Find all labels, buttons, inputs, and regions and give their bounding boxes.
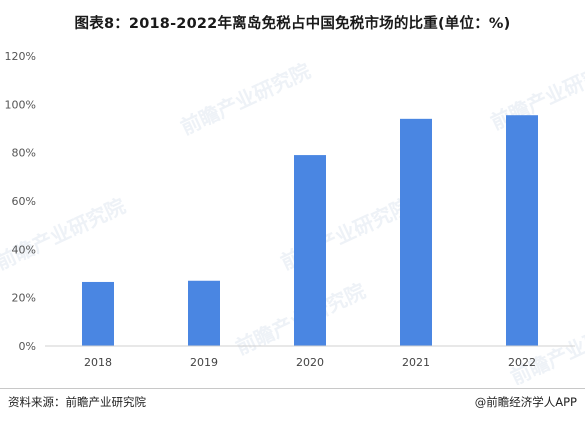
x-axis: 2018 2019 2020 2021 2022 <box>84 356 536 369</box>
y-tick-label: 0% <box>19 340 36 353</box>
y-tick-label: 100% <box>5 98 36 111</box>
bar-chart: 前瞻产业研究院 前瞻产业研究院 前瞻产业研究院 前瞻产业研究院 前瞻产业研究院 … <box>0 50 585 385</box>
y-tick-label: 60% <box>12 195 36 208</box>
y-axis: 0% 20% 40% 60% 80% 100% 120% <box>5 50 36 353</box>
x-tick-label: 2022 <box>508 356 536 369</box>
footer: 资料来源：前瞻产业研究院 @前瞻经济学人APP <box>0 388 585 409</box>
chart-title: 图表8：2018-2022年离岛免税占中国免税市场的比重(单位：%) <box>74 16 511 32</box>
x-tick-label: 2020 <box>296 356 324 369</box>
bar-2018 <box>82 281 114 346</box>
y-tick-label: 40% <box>12 243 36 256</box>
y-tick-label: 120% <box>5 50 36 63</box>
x-tick-label: 2018 <box>84 356 112 369</box>
x-tick-label: 2019 <box>190 356 218 369</box>
bar-2019 <box>188 280 220 346</box>
bar-2020 <box>294 155 326 346</box>
source-note: 资料来源：前瞻产业研究院 <box>8 395 146 409</box>
x-tick-label: 2021 <box>402 356 430 369</box>
bar-2021 <box>400 118 432 346</box>
watermark-text: 前瞻产业研究院 <box>177 59 314 140</box>
y-tick-label: 20% <box>12 292 36 305</box>
brand-credit: @前瞻经济学人APP <box>474 395 577 409</box>
bar-series <box>82 115 538 346</box>
y-tick-label: 80% <box>12 147 36 160</box>
bar-2022 <box>506 115 538 346</box>
